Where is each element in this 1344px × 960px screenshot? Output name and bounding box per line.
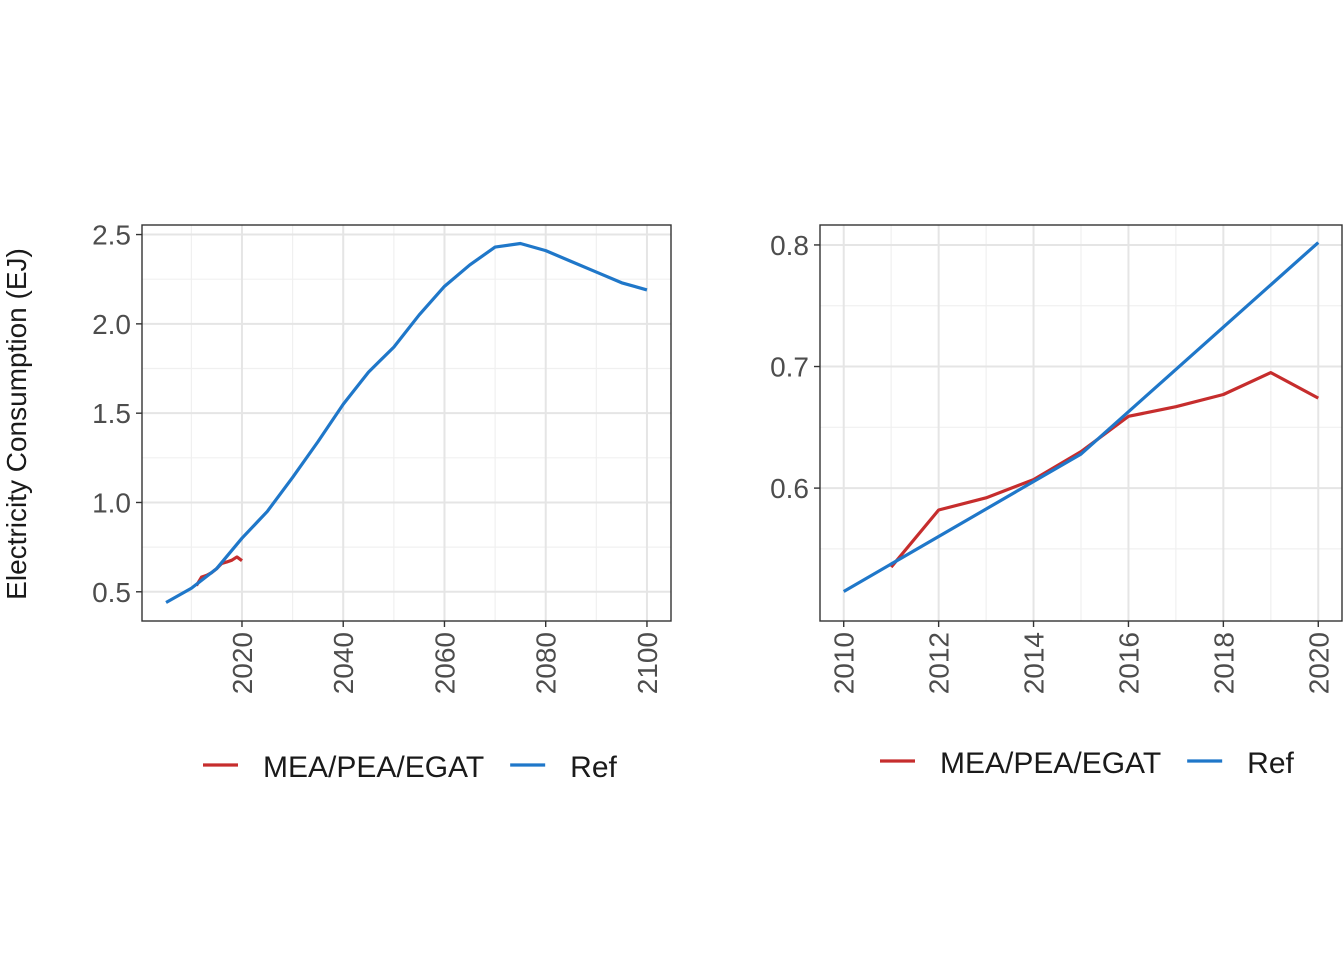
series-line-ref [165, 241, 648, 604]
x-tick-label: 2010 [829, 632, 860, 694]
series-line-ref [842, 241, 1320, 593]
right-chart: 0.6 0.7 0.8 2010 2012 2014 2016 2018 2020 MEA/PEA… [770, 224, 1343, 780]
x-tick-label: 2018 [1208, 632, 1239, 694]
left-chart: 0.5 1.0 1.5 2.0 2.5 2020 2040 2060 2080 2100 MEA/P… [92, 220, 672, 784]
legend-0: MEA/PEA/EGAT Ref [203, 751, 618, 784]
x-tick-label: 2014 [1019, 632, 1050, 694]
legend-label: Ref [1247, 747, 1294, 780]
legend-1: MEA/PEA/EGAT Ref [880, 747, 1295, 780]
y-tick-label: 2.0 [92, 309, 131, 340]
y-tick-label: 2.5 [92, 220, 131, 251]
y-tick-label: 0.6 [770, 473, 809, 504]
gridlines-0 [142, 225, 671, 621]
y-tick-label: 0.7 [770, 352, 809, 383]
y-tick-label: 1.5 [92, 398, 131, 429]
x-tick-label: 2020 [227, 632, 258, 694]
legend-label: Ref [570, 751, 617, 784]
legend-label: MEA/PEA/EGAT [263, 751, 484, 784]
x-tick-label: 2040 [328, 632, 359, 694]
panel-border-1 [819, 224, 1343, 622]
x-tick-label: 2012 [924, 632, 955, 694]
gridlines-1 [820, 225, 1342, 621]
x-tick-label: 2016 [1113, 632, 1144, 694]
y-axis-title: Electricity Consumption (EJ) [1, 248, 32, 600]
x-tick-label: 2080 [531, 632, 562, 694]
x-tick-label: 2020 [1303, 632, 1334, 694]
legend-label: MEA/PEA/EGAT [940, 747, 1161, 780]
panel-border-0 [141, 224, 672, 622]
y-tick-label: 1.0 [92, 487, 131, 518]
x-tick-label: 2100 [632, 632, 663, 694]
y-tick-label: 0.8 [770, 230, 809, 261]
x-tick-label: 2060 [429, 632, 460, 694]
y-tick-label: 0.5 [92, 577, 131, 608]
